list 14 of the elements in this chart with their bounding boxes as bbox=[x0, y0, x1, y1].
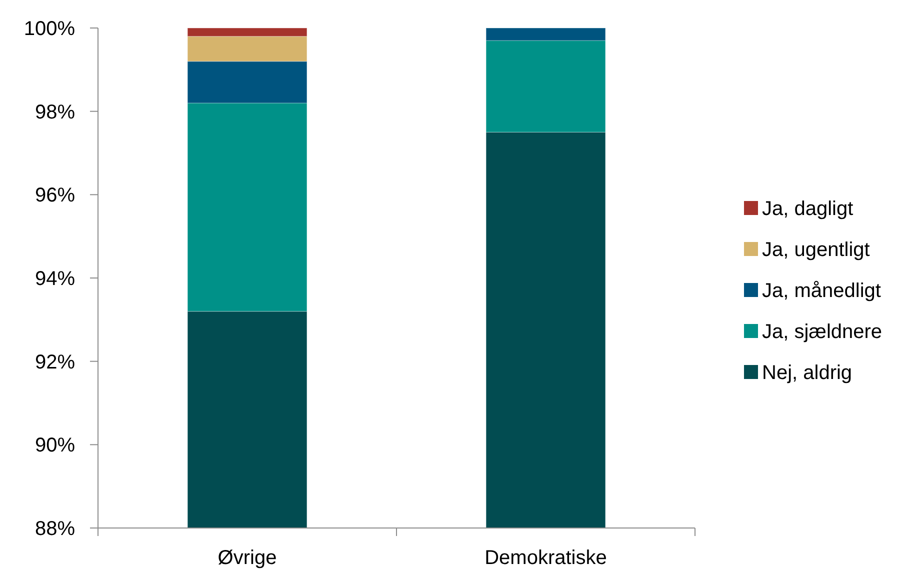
y-tick-label: 98% bbox=[34, 101, 76, 124]
y-tick-label: 100% bbox=[24, 18, 76, 40]
y-tick-label: 90% bbox=[34, 434, 76, 457]
y-tick-label: 88% bbox=[34, 518, 76, 540]
x-tick-label: Øvrige bbox=[218, 547, 277, 569]
y-tick-label: 96% bbox=[34, 184, 76, 207]
legend-label: Ja, dagligt bbox=[762, 198, 854, 220]
x-tick-label: Demokratiske bbox=[484, 547, 607, 569]
y-tick-label: 94% bbox=[34, 268, 76, 290]
legend-label: Nej, aldrig bbox=[762, 362, 852, 384]
legend-label: Ja, sjældnere bbox=[762, 321, 882, 343]
legend-label: Ja, månedligt bbox=[762, 280, 882, 302]
y-tick-label: 92% bbox=[34, 351, 76, 374]
legend-label: Ja, ugentligt bbox=[762, 239, 870, 261]
